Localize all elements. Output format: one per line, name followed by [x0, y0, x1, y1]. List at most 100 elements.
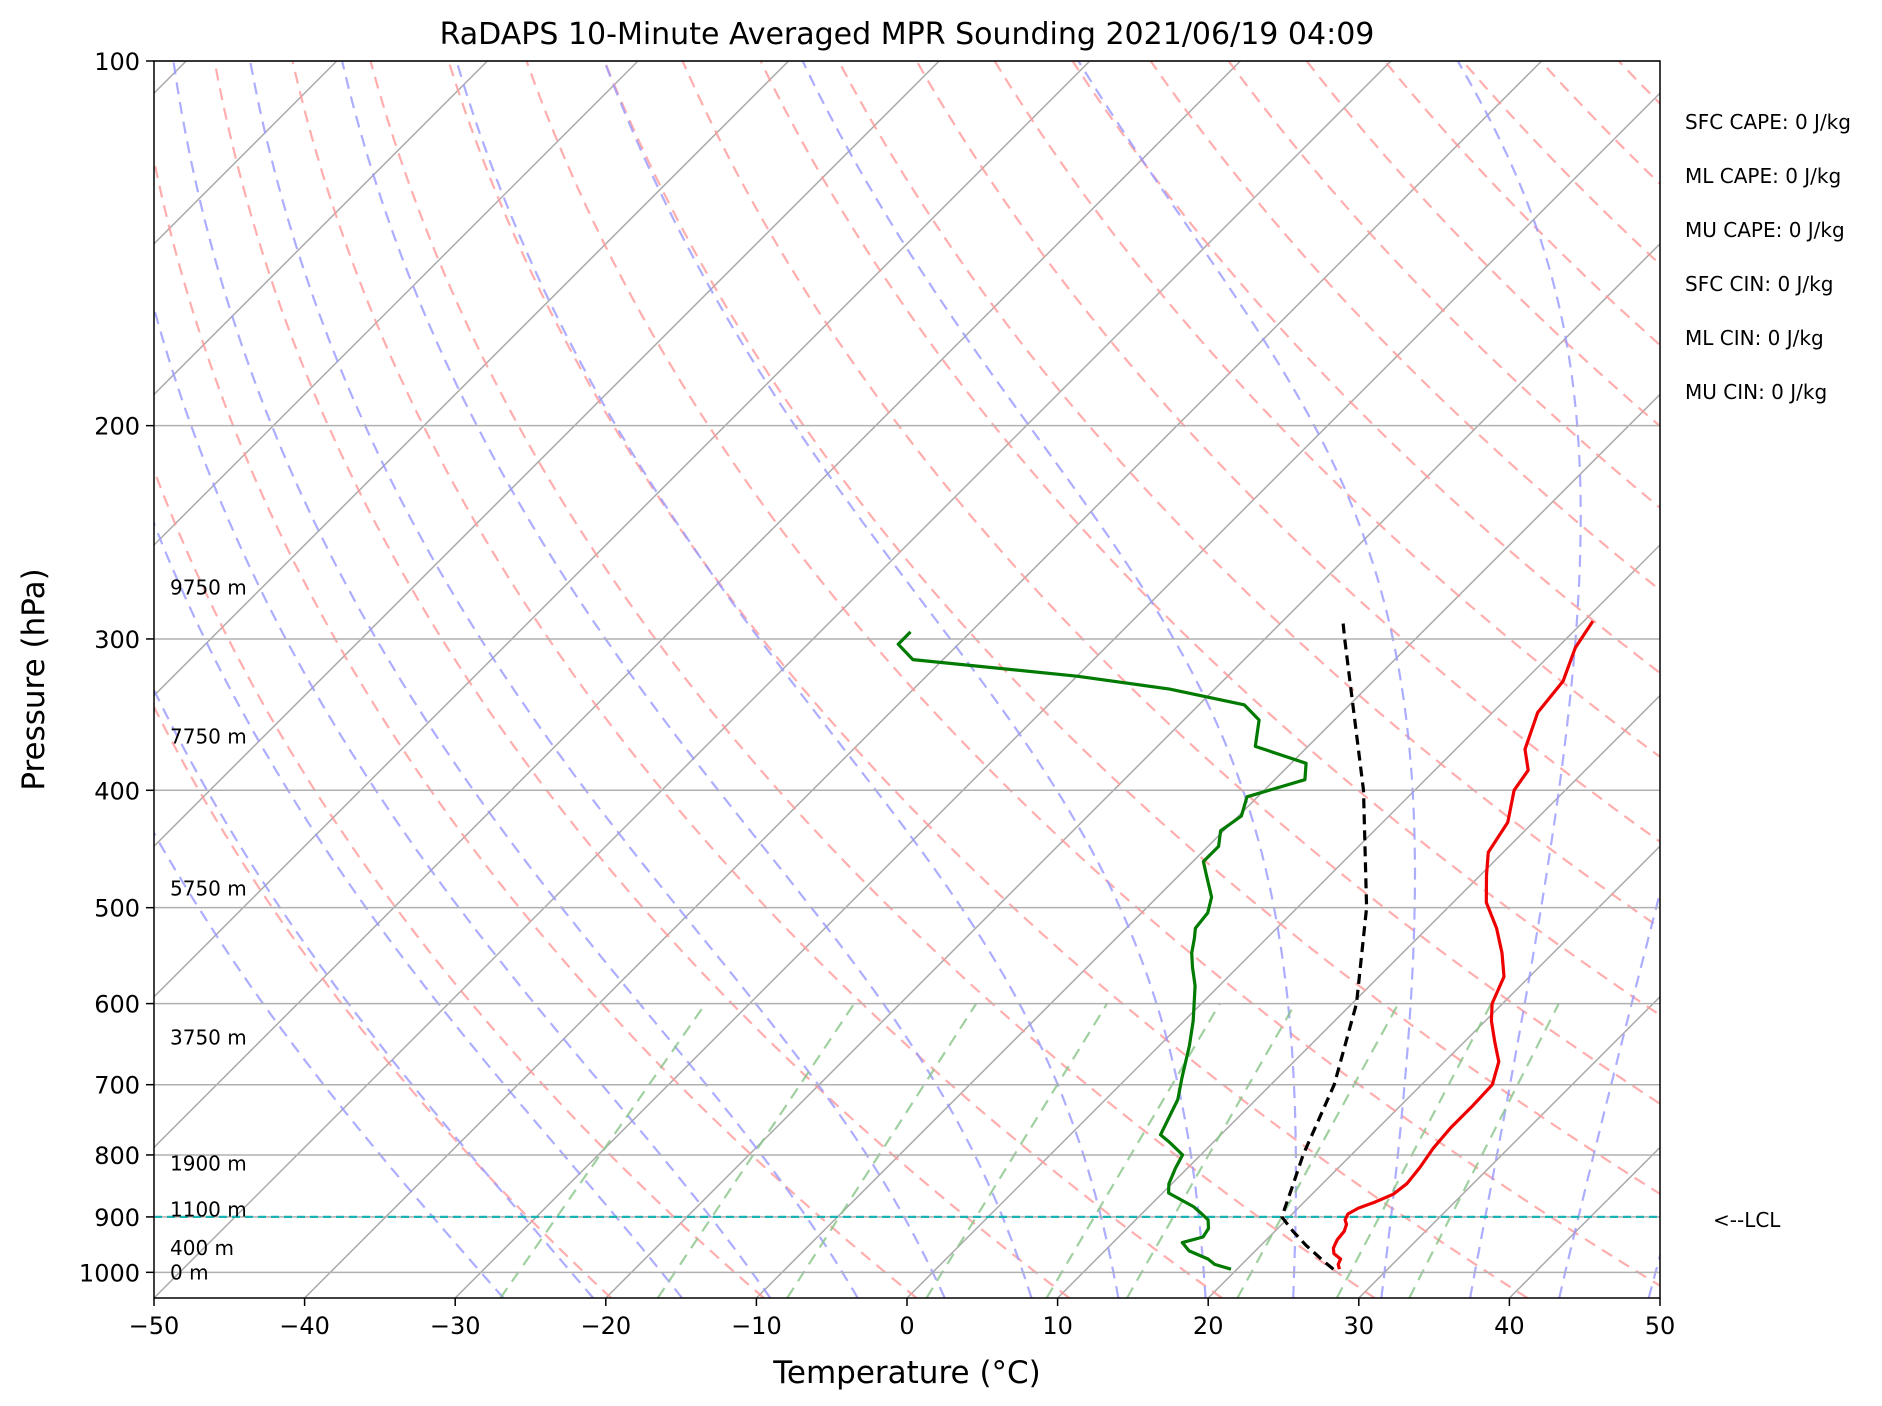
height-label: 0 m: [170, 1260, 209, 1284]
x-axis-label: Temperature (°C): [772, 1355, 1041, 1391]
dewpoint-line: [896, 630, 1308, 1271]
x-tick-labels: −50 −40 −30 −20 −10 0 10 20 30 40 50: [129, 1312, 1676, 1340]
dry-adiabat-line: [369, 61, 1376, 1298]
isotherm-line: [906, 543, 1660, 1298]
moist-adiabat-line: [455, 61, 1120, 1298]
isotherm-line: [154, 61, 1241, 1149]
mixing-ratio-line: [656, 1002, 856, 1298]
mixing-ratio-line: [1045, 1003, 1221, 1298]
moist-adiabat-line: [154, 520, 683, 1298]
isotherm-line: [154, 61, 1091, 998]
dry-adiabat-line: [915, 61, 1660, 844]
moist-adiabat-line: [154, 687, 595, 1298]
parameter-text: SFC CAPE: 0 J/kg: [1685, 110, 1851, 134]
isotherm-line: [154, 61, 790, 697]
x-tick-label: 30: [1344, 1312, 1375, 1340]
y-tick-label: 1000: [79, 1259, 140, 1287]
dry-adiabat-line: [154, 155, 918, 1298]
moist-adiabat-line: [801, 61, 1298, 1298]
x-tick-label: −30: [430, 1312, 481, 1340]
height-label: 400 m: [170, 1236, 234, 1260]
isotherm-line: [154, 61, 639, 547]
mixing-ratio-line: [1335, 1003, 1493, 1298]
parameter-list: SFC CAPE: 0 J/kg ML CAPE: 0 J/kg MU CAPE: …: [1685, 110, 1851, 404]
mixing-ratio-line: [1126, 1003, 1297, 1298]
chart-title: RaDAPS 10-Minute Averaged MPR Sounding 2…: [440, 17, 1375, 52]
x-tick-label: −20: [580, 1312, 631, 1340]
mixing-ratio-line: [786, 1003, 978, 1298]
moist-adiabat-line: [1077, 61, 1417, 1298]
dry-adiabat-line: [1071, 61, 1660, 675]
dry-adiabat-line: [681, 61, 1660, 1106]
dry-adiabat-line: [1775, 61, 1882, 1298]
dry-adiabat-line: [759, 61, 1660, 1017]
height-label: 1100 m: [170, 1197, 247, 1221]
y-tick-label: 900: [94, 1204, 140, 1232]
height-label: 7750 m: [170, 724, 247, 748]
moist-adiabat-line: [154, 304, 772, 1298]
moist-adiabat-line: [1558, 888, 1660, 1298]
moist-adiabat-line: [1456, 61, 1582, 1298]
isotherm-line: [1358, 995, 1660, 1298]
x-tick-label: 20: [1193, 1312, 1224, 1340]
moist-adiabat-line: [1647, 1251, 1660, 1298]
y-tick-label: 200: [94, 413, 140, 441]
isotherm-line: [154, 61, 1392, 1298]
lcl-label: <--LCL: [1713, 1208, 1781, 1232]
x-tick-label: 10: [1042, 1312, 1073, 1340]
sounding-lines: [154, 620, 1660, 1271]
isotherm-line: [1207, 845, 1660, 1298]
parameter-text: MU CAPE: 0 J/kg: [1685, 218, 1845, 242]
parameter-text: ML CAPE: 0 J/kg: [1685, 164, 1841, 188]
y-tick-labels: 1000 900 800 700 600 500 400 300 200 100: [79, 48, 140, 1287]
temperature-line: [1331, 620, 1595, 1270]
dry-adiabat-line: [603, 61, 1660, 1196]
height-label: 3750 m: [170, 1026, 247, 1050]
moist-adiabat-line: [154, 830, 505, 1298]
dry-adiabat-line: [1383, 61, 1660, 347]
x-tick-label: −40: [279, 1312, 330, 1340]
height-label: 9750 m: [170, 575, 247, 599]
isotherm-line: [1659, 1296, 1660, 1298]
dry-adiabat-line: [154, 466, 765, 1298]
parameter-text: MU CIN: 0 J/kg: [1685, 380, 1827, 404]
height-label: 1900 m: [170, 1151, 247, 1175]
moist-adiabat-line: [341, 61, 1033, 1298]
axis-ticks: [146, 60, 1661, 1306]
isotherm-line: [605, 242, 1660, 1298]
x-tick-label: 40: [1494, 1312, 1525, 1340]
moist-adiabat-line: [172, 61, 859, 1298]
parcel-line: [1280, 620, 1369, 1271]
x-tick-label: 50: [1645, 1312, 1676, 1340]
mixing-ratio-line: [925, 1003, 1109, 1298]
isotherm-line: [154, 61, 940, 848]
dry-adiabat-line: [291, 61, 1223, 1298]
y-tick-label: 600: [94, 991, 140, 1019]
x-tick-label: −50: [129, 1312, 180, 1340]
dry-adiabat-line: [447, 61, 1529, 1298]
pressure-grid: [154, 60, 1660, 1274]
isotherm-line: [755, 393, 1660, 1298]
y-tick-label: 700: [94, 1072, 140, 1100]
y-axis-label: Pressure (hPa): [16, 568, 52, 790]
isotherm-line: [454, 92, 1660, 1298]
x-tick-label: −10: [731, 1312, 782, 1340]
mixing-ratio-line: [1236, 1003, 1400, 1298]
y-tick-label: 300: [94, 626, 140, 654]
parameter-text: ML CIN: 0 J/kg: [1685, 326, 1824, 350]
background-lines: [154, 61, 1882, 1298]
mixing-ratio-line: [1408, 1003, 1560, 1298]
dry-adiabat-line: [525, 61, 1660, 1287]
dry-adiabat-line: [1149, 61, 1660, 592]
dry-adiabat-line: [213, 61, 1071, 1298]
dry-adiabat-line: [154, 704, 612, 1298]
height-label: 5750 m: [170, 876, 247, 900]
y-tick-label: 400: [94, 777, 140, 805]
dry-adiabat-line: [837, 61, 1660, 930]
y-tick-label: 800: [94, 1142, 140, 1170]
dry-adiabat-line: [1539, 61, 1660, 186]
isotherm-line: [304, 61, 1543, 1298]
y-tick-label: 500: [94, 895, 140, 923]
